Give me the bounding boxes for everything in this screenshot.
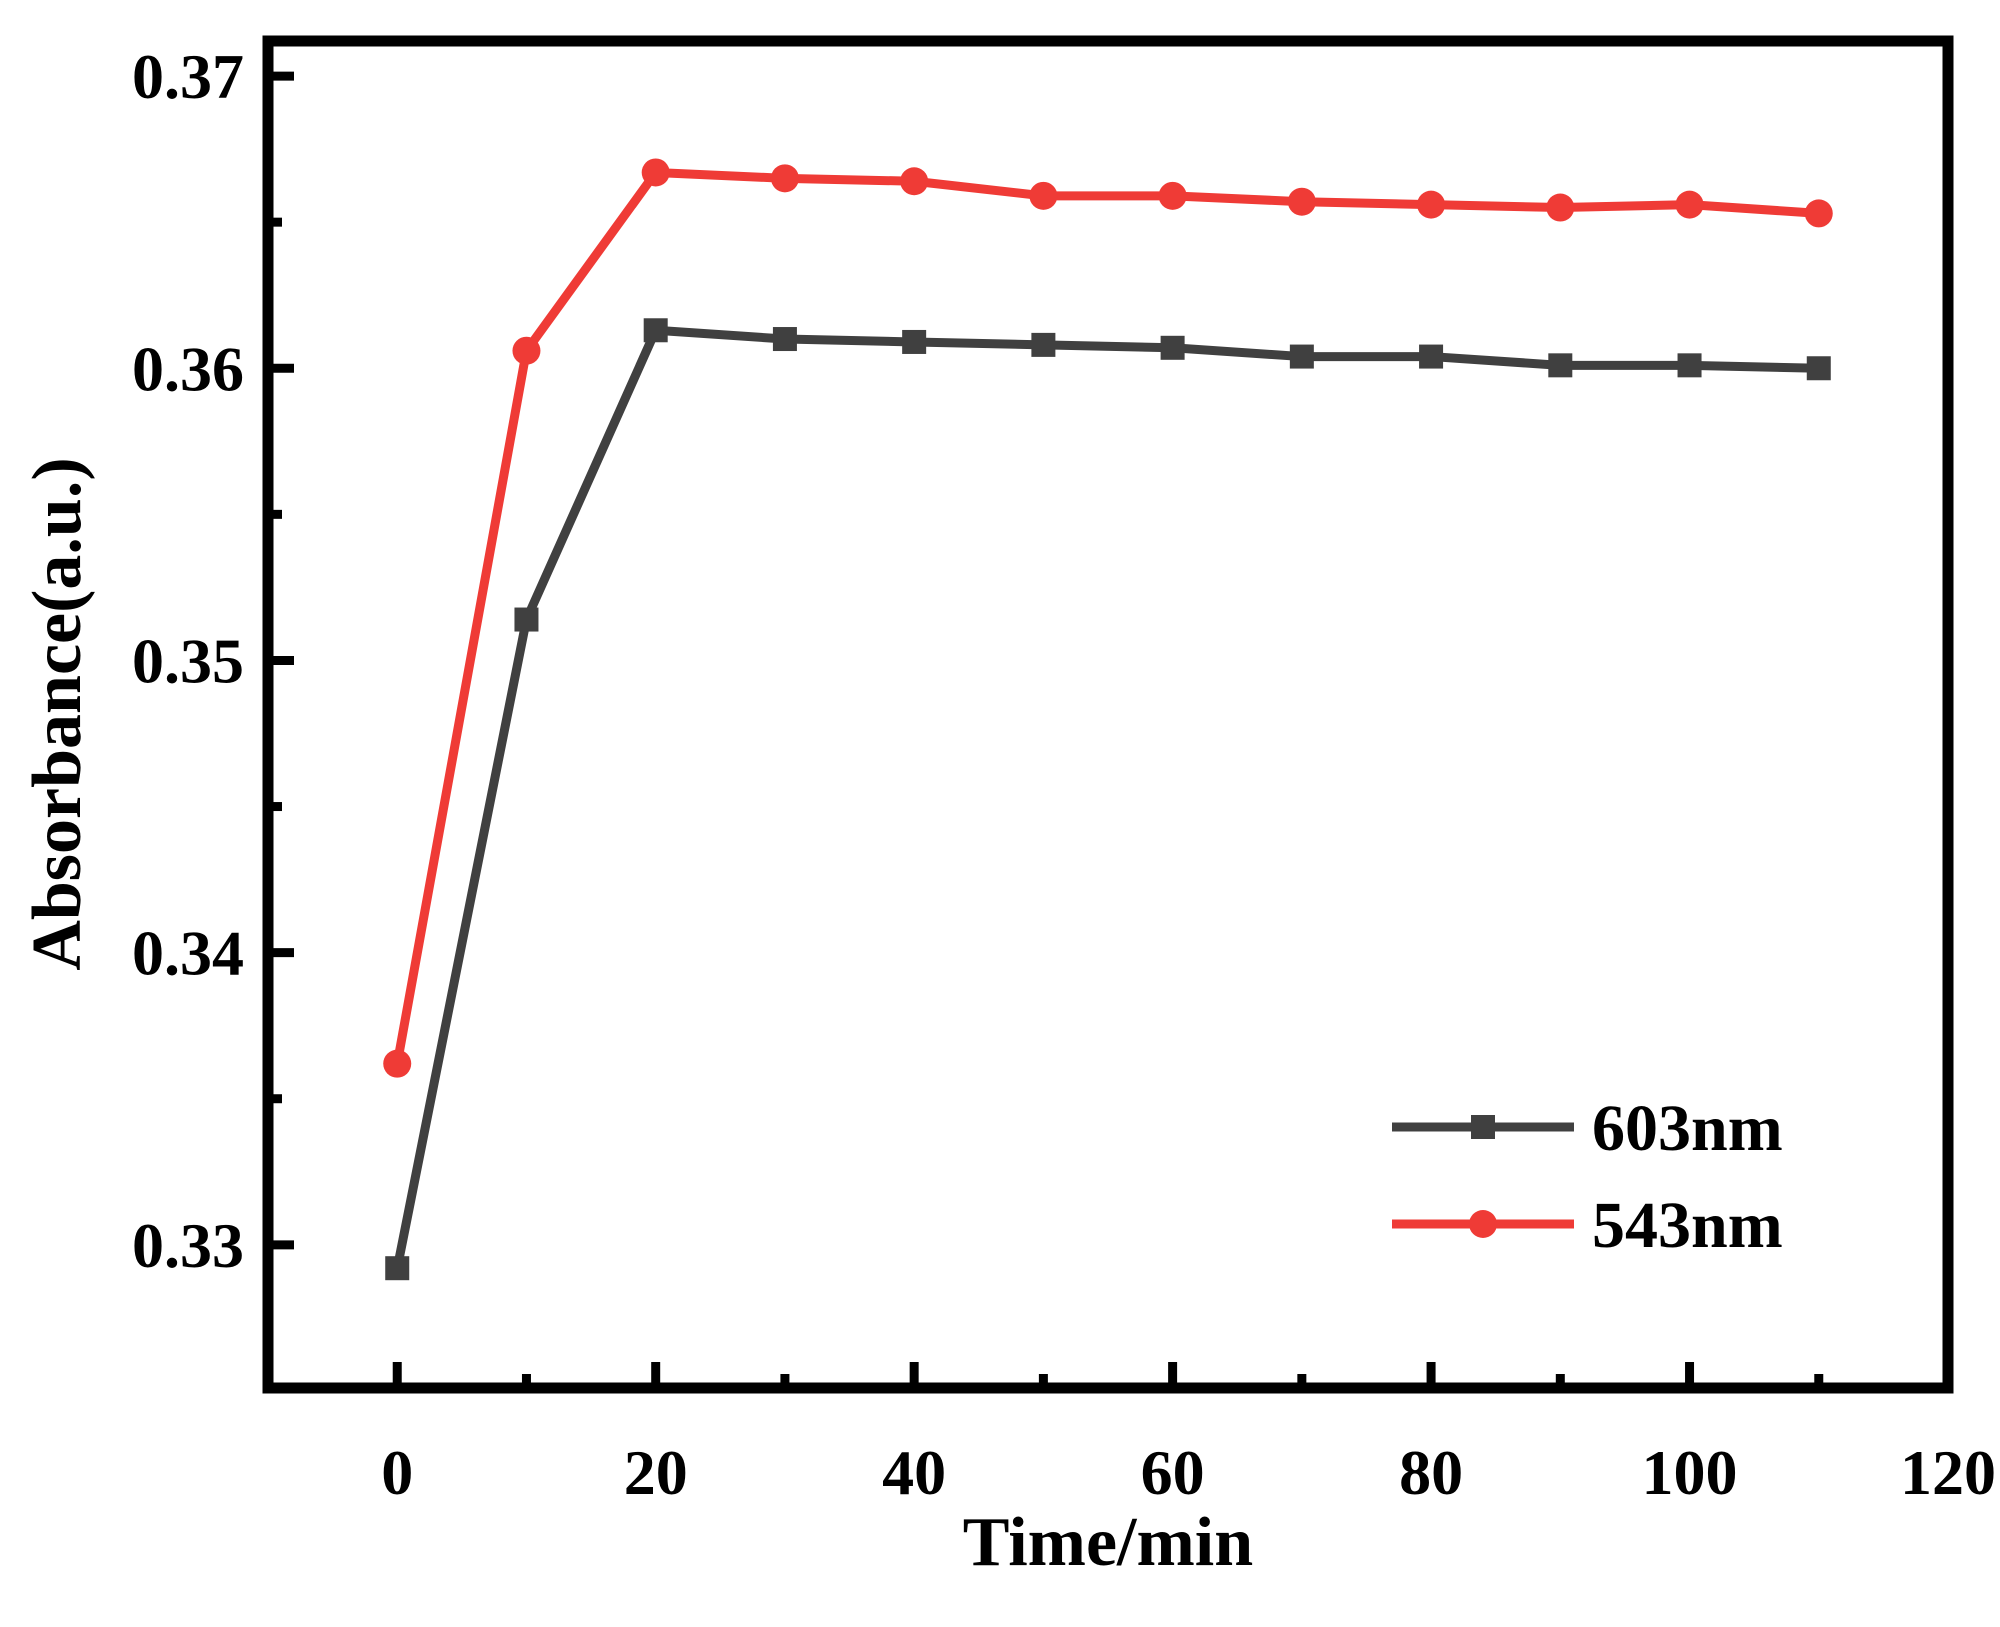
data-point-543nm — [1029, 181, 1058, 210]
data-point-603nm — [772, 327, 797, 352]
y-axis-title: Absorbance(a.u.) — [19, 457, 96, 970]
data-point-543nm — [1417, 190, 1446, 219]
data-point-543nm — [1804, 199, 1833, 228]
x-tick-label: 40 — [882, 1437, 946, 1508]
series-line-603nm — [392, 325, 1819, 1270]
data-point-603nm — [902, 329, 927, 354]
data-point-543nm — [383, 1049, 412, 1078]
data-point-543nm — [900, 167, 929, 196]
data-point-603nm — [1031, 332, 1056, 357]
series-layer — [383, 158, 1833, 1281]
legend-label-543nm: 543nm — [1592, 1189, 1783, 1262]
x-tick-label: 0 — [381, 1437, 413, 1508]
y-tick-label: 0.33 — [132, 1210, 244, 1281]
x-tick-label: 100 — [1642, 1437, 1738, 1508]
x-axis-title: Time/min — [963, 1504, 1253, 1581]
y-tick-label: 0.36 — [132, 333, 244, 404]
x-tick-label: 20 — [624, 1437, 688, 1508]
legend-label-603nm: 603nm — [1592, 1092, 1783, 1165]
data-point-543nm — [1546, 193, 1575, 222]
x-tick-label: 60 — [1141, 1437, 1205, 1508]
data-point-603nm — [1806, 356, 1831, 381]
data-point-543nm — [770, 164, 799, 193]
data-point-543nm — [1675, 190, 1704, 219]
x-tick-label: 120 — [1900, 1437, 1996, 1508]
y-tick-label: 0.35 — [132, 625, 244, 696]
ticks-layer: 0 20 40 60 80 100 120 0.33 0.34 0.35 0.36 0.37 — [132, 41, 1996, 1508]
legend: 603nm 543nm — [1392, 1092, 1783, 1262]
data-point-603nm — [514, 607, 539, 632]
y-tick-label: 0.34 — [132, 918, 244, 989]
y-tick-label: 0.37 — [132, 41, 244, 112]
data-point-603nm — [385, 1256, 410, 1281]
data-point-603nm — [643, 318, 668, 343]
x-tick-label: 80 — [1399, 1437, 1463, 1508]
data-point-543nm — [1158, 181, 1187, 210]
data-point-543nm — [641, 158, 670, 187]
data-point-603nm — [1160, 335, 1185, 360]
legend-marker-603nm — [1471, 1115, 1495, 1139]
series-line-543nm — [392, 167, 1820, 1065]
data-point-543nm — [512, 336, 541, 365]
data-point-603nm — [1289, 344, 1314, 369]
data-point-543nm — [1287, 187, 1316, 216]
legend-marker-543nm — [1469, 1210, 1497, 1238]
data-point-603nm — [1548, 353, 1573, 378]
data-point-603nm — [1677, 353, 1702, 378]
data-point-603nm — [1419, 344, 1444, 369]
plot-frame — [262, 35, 1954, 1394]
